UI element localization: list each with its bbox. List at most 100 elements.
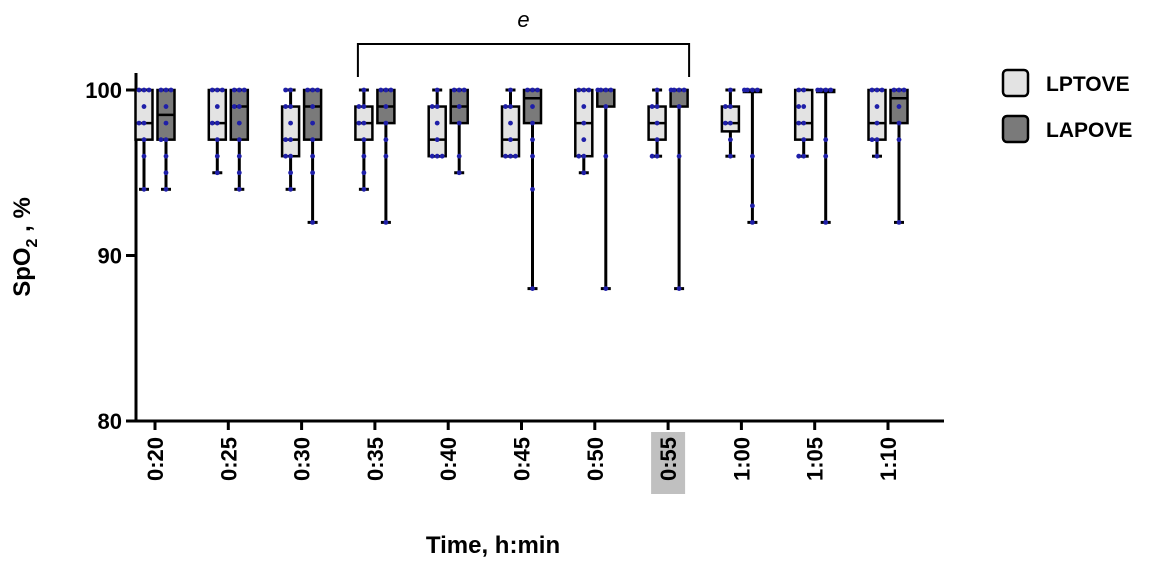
data-point [388, 87, 394, 93]
data-point [288, 137, 293, 143]
box-group [793, 87, 814, 159]
data-point [581, 137, 587, 143]
data-point [209, 87, 215, 93]
box [793, 88, 814, 141]
data-point [530, 153, 535, 159]
data-point [879, 87, 885, 93]
data-point [434, 137, 440, 143]
data-point [750, 87, 755, 93]
data-point [525, 87, 530, 93]
legend-label-lapove: LAPOVE [1046, 119, 1132, 142]
data-point [310, 87, 315, 93]
data-point [530, 186, 535, 192]
data-point [750, 203, 755, 209]
y-axis-title: SpO2 , % [9, 197, 41, 297]
data-point [146, 87, 152, 93]
data-point [136, 120, 142, 126]
box-group [889, 87, 909, 225]
data-point [434, 120, 440, 126]
data-point [310, 104, 315, 109]
data-point [383, 87, 389, 93]
data-point [728, 137, 733, 143]
data-point [361, 120, 367, 126]
data-point [383, 220, 389, 225]
data-point [434, 87, 440, 93]
box [207, 88, 228, 141]
data-point [896, 120, 902, 126]
box-group [229, 87, 250, 192]
data-point [456, 170, 462, 176]
data-point [236, 137, 242, 143]
data-point [361, 186, 367, 192]
data-point [676, 104, 682, 109]
data-point [603, 104, 609, 109]
box-group [500, 87, 521, 159]
data-point [508, 137, 513, 143]
data-point [461, 87, 467, 93]
data-point [603, 153, 609, 159]
data-point [236, 104, 242, 109]
data-point [508, 87, 513, 93]
data-point [361, 104, 367, 109]
x-tick-label: 0:25 [216, 437, 241, 481]
data-point [236, 87, 242, 93]
data-point [896, 87, 902, 93]
data-point [209, 120, 215, 126]
data-point [901, 87, 907, 93]
box-group [647, 87, 667, 159]
data-point [530, 104, 535, 109]
data-point [508, 153, 513, 159]
data-point [676, 153, 682, 159]
data-point [801, 153, 807, 159]
y-tick-label: 100 [85, 78, 122, 103]
x-tick-label: 1:10 [876, 437, 901, 481]
data-point [429, 153, 435, 159]
data-point [141, 120, 147, 126]
data-point [141, 153, 147, 159]
data-point [356, 104, 362, 109]
box [229, 88, 250, 141]
data-point [723, 104, 728, 109]
y-axis-title-sub: 2 [24, 238, 41, 247]
data-point [576, 87, 582, 93]
data-point [823, 153, 829, 159]
data-point [315, 87, 320, 93]
data-point [288, 170, 293, 176]
data-point [586, 87, 592, 93]
data-point [214, 87, 220, 93]
box-group [302, 87, 323, 225]
data-point [728, 120, 733, 126]
data-point [214, 170, 220, 176]
data-point [530, 286, 535, 291]
data-point [823, 87, 829, 93]
box-group [354, 87, 374, 192]
data-point [530, 87, 535, 93]
legend: LPTOVE LAPOVE [1001, 68, 1132, 144]
highlight-layer [651, 432, 686, 494]
data-point [823, 137, 829, 143]
data-point [796, 120, 802, 126]
data-point [801, 120, 807, 126]
box-group [595, 87, 616, 291]
data-point [383, 104, 389, 109]
data-point [581, 104, 587, 109]
data-point [288, 153, 293, 159]
box [302, 88, 323, 141]
highlighted-category-background [651, 432, 686, 494]
data-point [603, 286, 609, 291]
x-tick-label: 0:30 [290, 437, 315, 481]
significance-label: e [517, 7, 529, 32]
data-point [163, 153, 169, 159]
data-point [896, 137, 902, 143]
data-point [728, 87, 733, 93]
data-point [236, 153, 242, 159]
data-point [649, 153, 655, 159]
data-point [874, 153, 880, 159]
data-point [595, 87, 601, 93]
y-axis-title-suffix: , % [9, 197, 36, 238]
box-group [742, 87, 763, 225]
x-tick-label: 0:45 [510, 437, 535, 481]
data-point [283, 137, 288, 143]
data-point [676, 286, 682, 291]
